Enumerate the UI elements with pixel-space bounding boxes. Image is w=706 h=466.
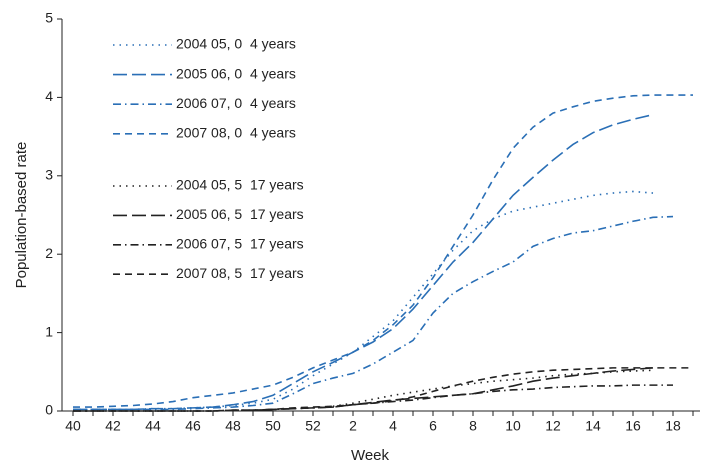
x-axis-label: Week bbox=[351, 447, 390, 464]
y-tick-label: 1 bbox=[45, 323, 53, 339]
x-tick-label: 50 bbox=[265, 418, 281, 434]
legend-label: 2006 07, 5 17 years bbox=[176, 236, 304, 252]
x-tick-label: 18 bbox=[665, 418, 681, 434]
x-tick-label: 40 bbox=[65, 418, 81, 434]
x-tick-label: 10 bbox=[505, 418, 521, 434]
legend-label: 2007 08, 5 17 years bbox=[176, 265, 304, 281]
x-tick-label: 16 bbox=[625, 418, 641, 434]
y-tick-label: 2 bbox=[45, 245, 53, 261]
series-line bbox=[73, 215, 674, 411]
legend-label: 2007 08, 0 4 years bbox=[176, 125, 296, 141]
legend-label: 2005 06, 0 4 years bbox=[176, 65, 296, 81]
y-axis-label: Population-based rate bbox=[13, 142, 30, 289]
series-line bbox=[73, 190, 654, 411]
y-tick-label: 3 bbox=[45, 167, 53, 183]
series-line bbox=[73, 113, 654, 411]
x-tick-label: 12 bbox=[545, 418, 561, 434]
legend-label: 2004 05, 5 17 years bbox=[176, 177, 304, 193]
legend-label: 2004 05, 0 4 years bbox=[176, 36, 296, 52]
x-tick-label: 52 bbox=[305, 418, 321, 434]
series-line bbox=[73, 367, 693, 412]
y-tick-label: 4 bbox=[45, 88, 53, 104]
x-tick-label: 44 bbox=[145, 418, 161, 434]
x-tick-label: 2 bbox=[349, 418, 357, 434]
legend-label: 2005 06, 5 17 years bbox=[176, 206, 304, 222]
legend-label: 2006 07, 0 4 years bbox=[176, 95, 296, 111]
y-tick-label: 0 bbox=[45, 402, 53, 418]
x-tick-label: 48 bbox=[225, 418, 241, 434]
series-line bbox=[73, 94, 693, 408]
x-tick-label: 14 bbox=[585, 418, 601, 434]
x-tick-label: 6 bbox=[429, 418, 437, 434]
x-tick-label: 4 bbox=[389, 418, 397, 434]
y-tick-label: 5 bbox=[45, 10, 53, 26]
x-tick-label: 46 bbox=[185, 418, 201, 434]
series-line bbox=[73, 384, 673, 412]
x-tick-label: 42 bbox=[105, 418, 121, 434]
x-tick-label: 8 bbox=[469, 418, 477, 434]
